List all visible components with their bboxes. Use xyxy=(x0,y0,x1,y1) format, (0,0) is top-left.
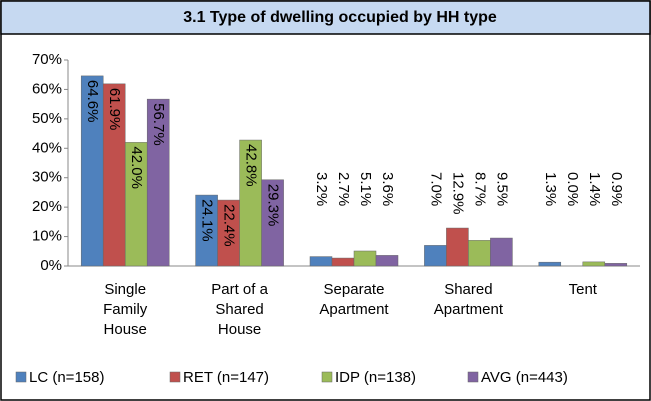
data-label: 9.5% xyxy=(493,172,510,206)
data-label: 7.0% xyxy=(427,172,444,206)
legend-swatch xyxy=(15,371,27,383)
x-tick-label: Tent xyxy=(569,281,598,298)
data-label: 29.3% xyxy=(265,184,282,227)
y-tick-label: 60% xyxy=(32,80,62,97)
x-tick-label: Single Family House xyxy=(103,281,148,338)
bar xyxy=(424,245,447,267)
legend-label: AVG (n=443) xyxy=(481,369,568,386)
legend-swatch xyxy=(321,371,333,383)
data-label: 3.2% xyxy=(313,172,330,206)
x-tick-label: Part of a Shared House xyxy=(211,281,268,338)
data-label: 56.7% xyxy=(150,103,167,146)
data-label: 42.0% xyxy=(128,146,145,189)
bar xyxy=(538,261,562,267)
y-tick-label: 50% xyxy=(32,110,62,127)
data-label: 61.9% xyxy=(106,88,123,131)
data-label: 22.4% xyxy=(221,204,238,247)
bar xyxy=(582,261,606,267)
data-label: 24.1% xyxy=(199,199,216,242)
bar xyxy=(604,263,628,267)
legend-label: RET (n=147) xyxy=(183,369,269,386)
data-label: 0.0% xyxy=(564,172,581,206)
y-tick-label: 10% xyxy=(32,228,62,245)
title-bar xyxy=(0,0,651,35)
data-label: 0.9% xyxy=(608,172,625,206)
data-label: 5.1% xyxy=(357,172,374,206)
chart-title: 3.1 Type of dwelling occupied by HH type xyxy=(183,9,497,26)
data-label: 2.7% xyxy=(335,172,352,206)
data-label: 42.8% xyxy=(243,144,260,187)
legend-label: IDP (n=138) xyxy=(335,369,416,386)
y-tick-label: 0% xyxy=(40,257,62,274)
bar xyxy=(490,237,513,267)
legend-label: LC (n=158) xyxy=(29,369,104,386)
bar xyxy=(331,257,355,267)
data-label: 8.7% xyxy=(471,172,488,206)
bar xyxy=(446,227,469,267)
data-label: 1.3% xyxy=(542,172,559,206)
y-tick-label: 40% xyxy=(32,139,62,156)
data-label: 64.6% xyxy=(84,80,101,123)
data-label: 12.9% xyxy=(449,172,466,215)
x-tick-label: Shared Apartment xyxy=(434,281,504,318)
bar xyxy=(375,255,399,267)
legend-swatch xyxy=(467,371,479,383)
bar xyxy=(468,240,491,267)
data-label: 1.4% xyxy=(586,172,603,206)
bar xyxy=(261,179,284,267)
x-tick-label: Separate Apartment xyxy=(319,281,389,318)
y-tick-label: 30% xyxy=(32,169,62,186)
bar xyxy=(353,250,377,267)
y-tick-label: 20% xyxy=(32,198,62,215)
bar xyxy=(146,98,170,267)
legend-swatch xyxy=(169,371,181,383)
y-tick-label: 70% xyxy=(32,51,62,68)
data-label: 3.6% xyxy=(379,172,396,206)
bar xyxy=(309,256,333,267)
